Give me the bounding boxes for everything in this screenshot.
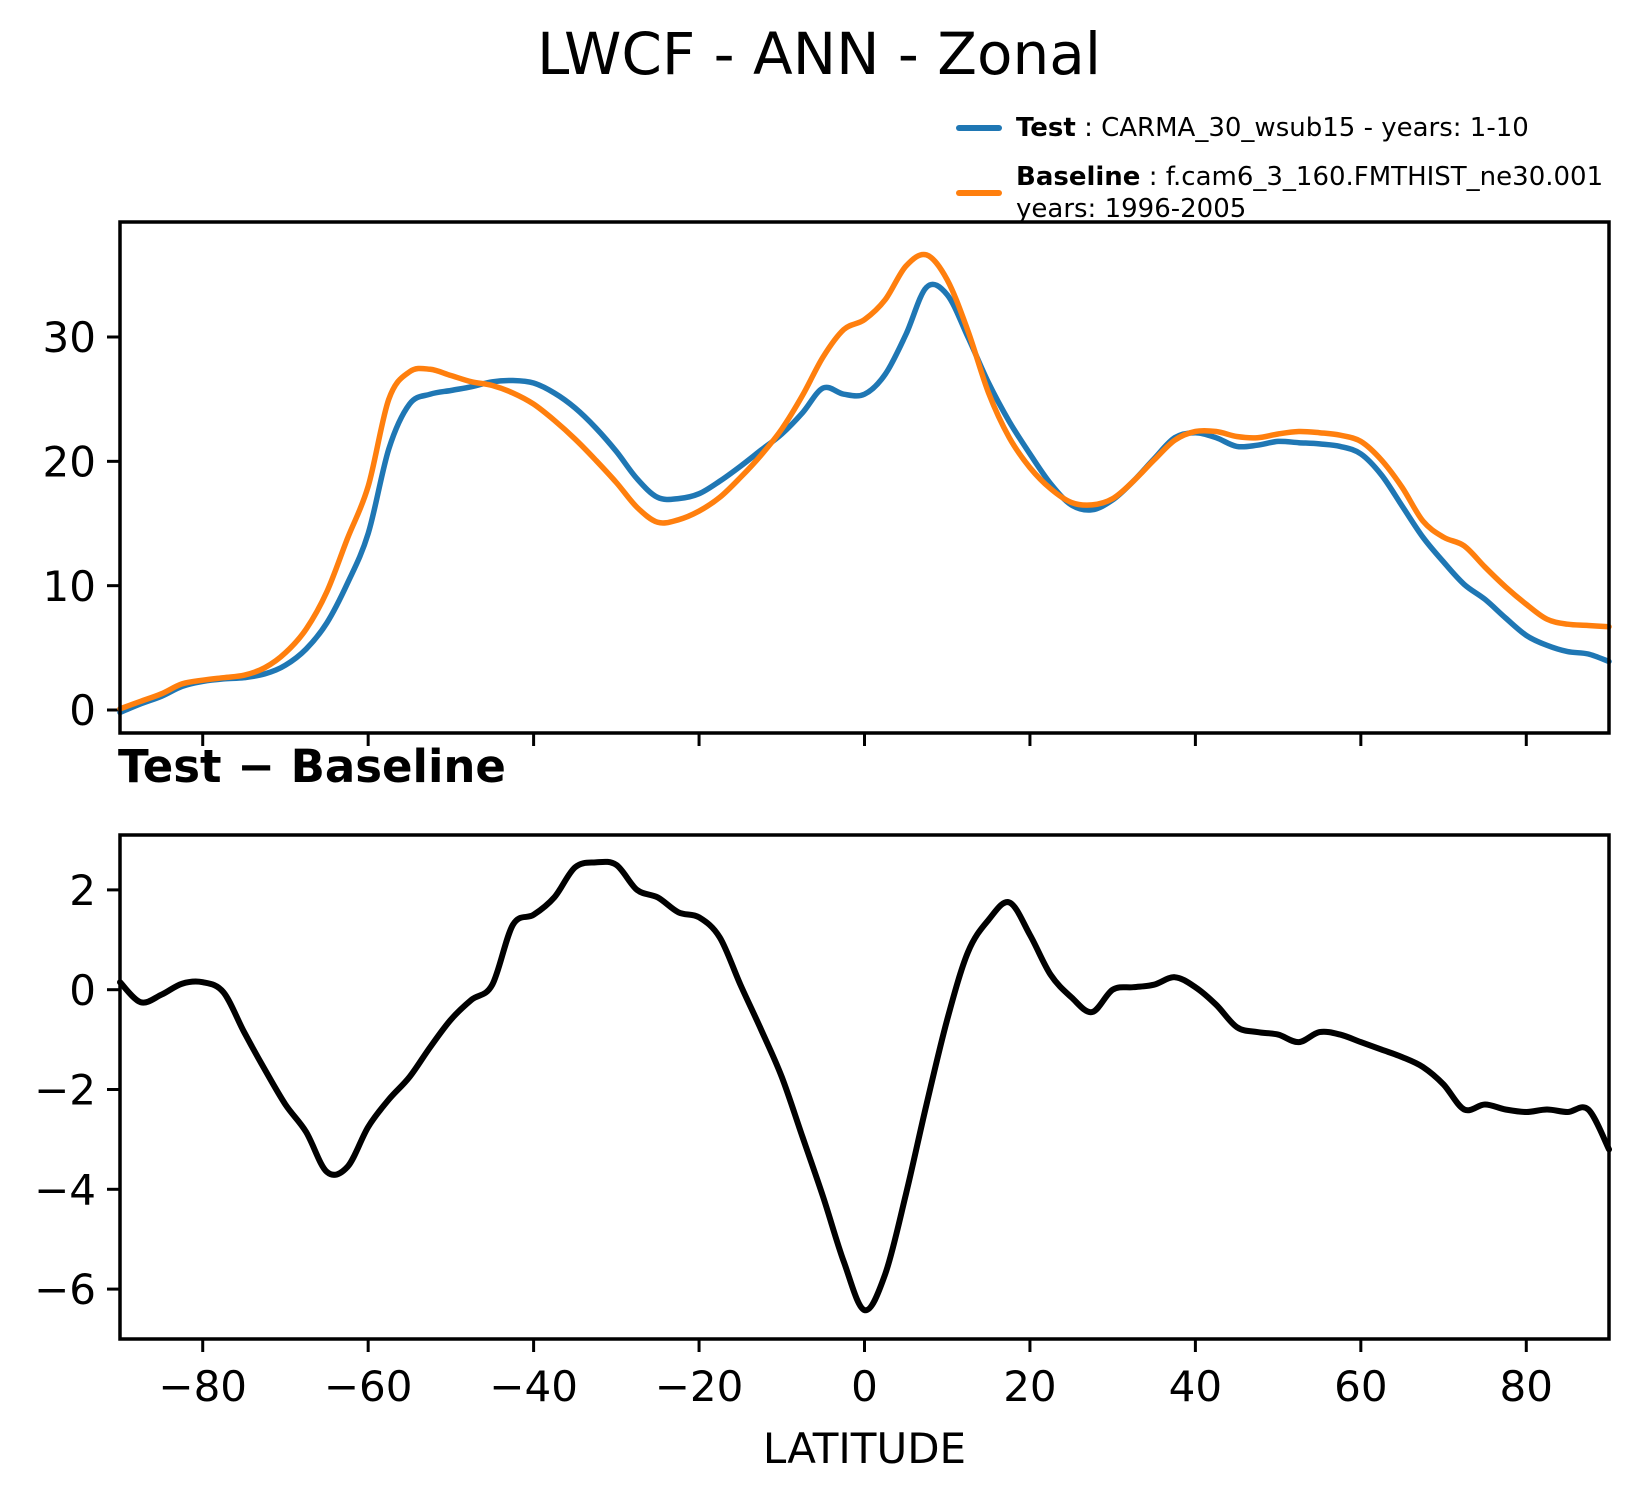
diff-panel-x-tick-label: −40 bbox=[489, 1362, 578, 1411]
diff-panel-y-tick-label: 0 bbox=[69, 966, 96, 1015]
diff-panel-x-tick-label: 40 bbox=[1169, 1362, 1222, 1411]
x-axis-label: LATITUDE bbox=[762, 1424, 967, 1473]
legend-entry-baseline: Baseline : f.cam6_3_160.FMTHIST_ne30.001… bbox=[956, 161, 1603, 226]
legend-test-name: Test bbox=[1016, 113, 1076, 143]
legend-baseline-name: Baseline bbox=[1016, 161, 1141, 192]
baseline-line bbox=[117, 251, 1612, 712]
test-minus-baseline-line bbox=[117, 858, 1612, 1314]
legend-entry-test-label: Test : CARMA_30_wsub15 - years: 1-10 bbox=[1016, 112, 1529, 145]
diff-panel-y-tick-label: 2 bbox=[69, 866, 96, 915]
top-panel-y-tick-label: 0 bbox=[69, 686, 96, 735]
diff-panel-x-tick-label: 20 bbox=[1003, 1362, 1056, 1411]
legend-entry-test: Test : CARMA_30_wsub15 - years: 1-10 bbox=[956, 112, 1603, 145]
top-panel-y-tick-label: 20 bbox=[43, 437, 96, 486]
diff-panel-x-tick-label: 0 bbox=[851, 1362, 878, 1411]
legend: Test : CARMA_30_wsub15 - years: 1-10 Bas… bbox=[956, 112, 1603, 226]
diff-panel-y-tick-label: −2 bbox=[34, 1066, 96, 1115]
legend-entry-baseline-label: Baseline : f.cam6_3_160.FMTHIST_ne30.001… bbox=[1016, 161, 1603, 226]
diff-panel-frame bbox=[118, 833, 1611, 1341]
baseline-line-swatch bbox=[956, 190, 1002, 196]
diff-panel-y-tick-label: −4 bbox=[34, 1165, 96, 1214]
legend-test-desc: : CARMA_30_wsub15 - years: 1-10 bbox=[1075, 113, 1529, 143]
top-panel-frame bbox=[118, 220, 1611, 735]
diff-panel-title: Test − Baseline bbox=[118, 740, 506, 793]
diff-panel-y-tick-label: −6 bbox=[34, 1265, 96, 1314]
diff-panel-x-tick-label: −80 bbox=[158, 1362, 247, 1411]
legend-baseline-desc: : f.cam6_3_160.FMTHIST_ne30.001 bbox=[1140, 161, 1604, 192]
diff-panel-x-tick-label: 60 bbox=[1334, 1362, 1387, 1411]
diff-panel-x-tick-label: −60 bbox=[324, 1362, 413, 1411]
test-line-swatch bbox=[956, 125, 1002, 132]
top-panel-y-tick-label: 30 bbox=[43, 313, 96, 362]
test-line bbox=[117, 281, 1612, 716]
diff-panel-x-tick-label: −20 bbox=[655, 1362, 744, 1411]
diff-panel-x-tick-label: 80 bbox=[1500, 1362, 1553, 1411]
page-title: LWCF - ANN - Zonal bbox=[537, 20, 1101, 88]
top-panel-y-tick-label: 10 bbox=[43, 562, 96, 611]
legend-baseline-years: years: 1996-2005 bbox=[1016, 194, 1247, 224]
